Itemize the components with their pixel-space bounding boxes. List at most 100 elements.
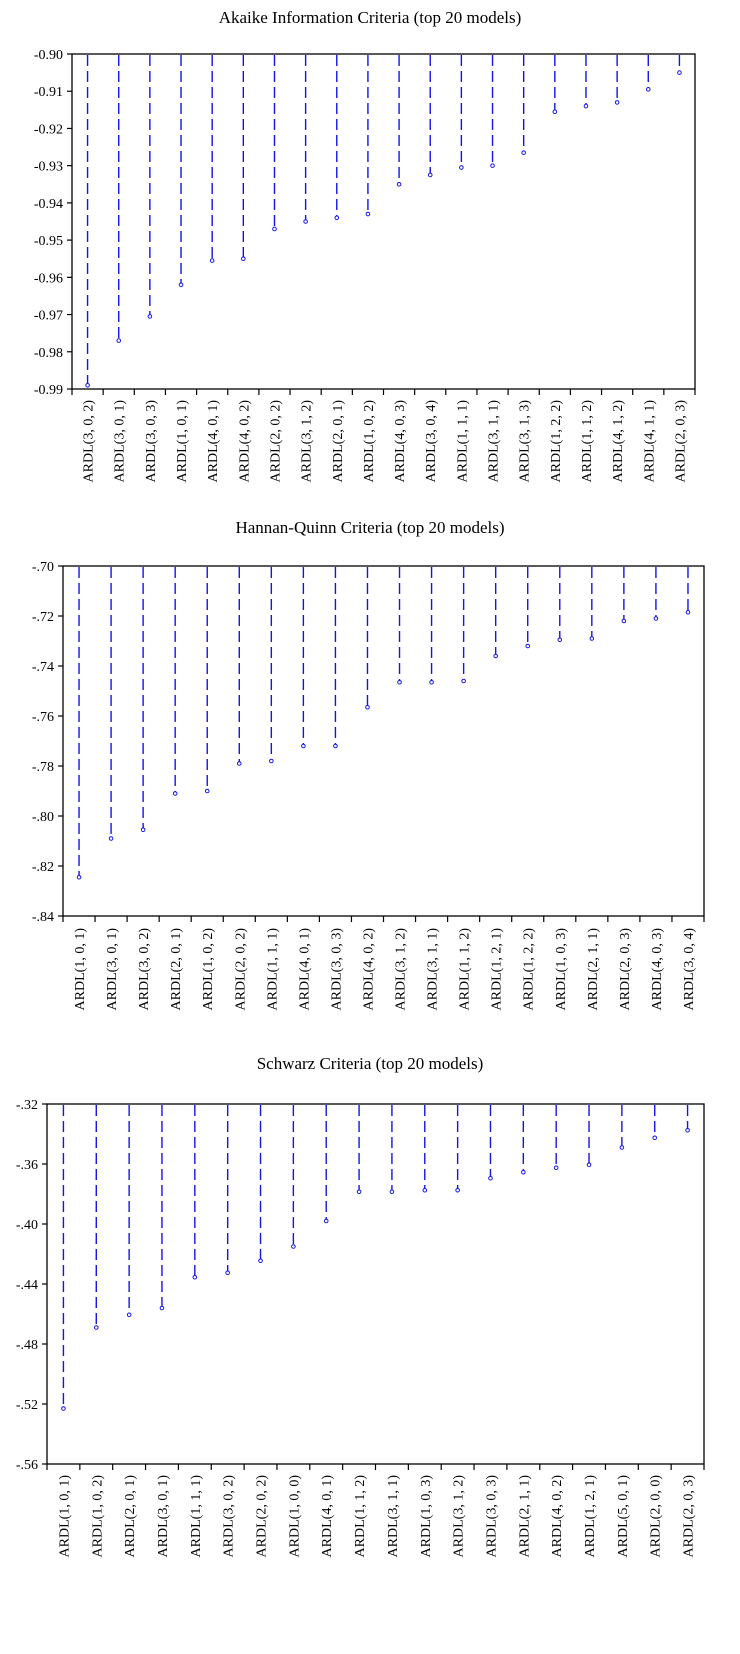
sc-data-point: [225, 1270, 230, 1276]
aic-data-point: [178, 282, 184, 288]
hq-x-tick-label: ARDL(1, 0, 3): [554, 928, 569, 1011]
sc-y-tick-label: -.52: [16, 1398, 38, 1413]
sc-y-tick-label: -.48: [16, 1338, 38, 1353]
aic-y-tick-label: -0.94: [34, 197, 63, 212]
sc-x-tick-label: ARDL(3, 0, 1): [156, 1475, 171, 1558]
hq-y-tick-label: -.74: [32, 660, 54, 675]
aic-data-point: [583, 103, 589, 109]
sc-data-point: [586, 1162, 592, 1168]
aic-x-tick-label: ARDL(3, 0, 3): [144, 400, 159, 483]
aic-x-tick-label: ARDL(2, 0, 3): [673, 400, 688, 483]
aic-y-tick-label: -0.95: [34, 234, 63, 249]
hq-x-tick-label: ARDL(3, 1, 2): [394, 928, 409, 1011]
hq-data-point: [685, 609, 691, 615]
hq-y-tick-label: -.80: [32, 810, 54, 825]
sc-x-tick-label: ARDL(2, 1, 1): [517, 1475, 532, 1558]
aic-x-tick-label: ARDL(4, 1, 1): [642, 400, 657, 483]
sc-data-point: [93, 1325, 99, 1330]
aic-x-tick-label: ARDL(4, 0, 3): [393, 400, 408, 483]
sc-x-tick-label: ARDL(3, 0, 2): [222, 1475, 237, 1558]
hq-x-tick-label: ARDL(4, 0, 3): [650, 928, 665, 1011]
aic-x-tick-label: ARDL(3, 0, 1): [113, 400, 128, 483]
hq-x-tick-label: ARDL(1, 2, 2): [522, 928, 537, 1011]
hq-data-point: [493, 653, 498, 659]
hq-x-tick-label: ARDL(2, 0, 3): [618, 928, 633, 1011]
hq-data-point: [429, 679, 434, 685]
aic-x-tick-label: ARDL(3, 0, 4): [424, 400, 439, 483]
hq-x-tick-label: ARDL(1, 0, 1): [73, 928, 88, 1011]
aic-data-point: [272, 226, 277, 232]
hq-x-tick-label: ARDL(4, 0, 2): [361, 928, 376, 1011]
hq-data-point: [333, 743, 338, 749]
sc-x-tick-label: ARDL(4, 0, 1): [320, 1475, 335, 1558]
hq-data-point: [365, 704, 370, 710]
sc-data-point: [126, 1312, 132, 1318]
sc-data-point: [422, 1187, 428, 1193]
hq-data-point: [140, 827, 146, 833]
sc-data-point: [356, 1189, 362, 1195]
sc-data-point: [521, 1169, 526, 1175]
aic-x-tick-label: ARDL(1, 0, 2): [362, 400, 377, 483]
sc-x-tick-label: ARDL(2, 0, 1): [123, 1475, 138, 1558]
hq-chart-panel: Hannan-Quinn Criteria (top 20 models) -.…: [32, 518, 705, 1011]
sc-x-tick-label: ARDL(2, 0, 3): [682, 1475, 697, 1558]
hq-x-tick-label: ARDL(1, 0, 2): [201, 928, 216, 1011]
sc-data-point: [619, 1145, 625, 1150]
aic-data-point: [241, 256, 246, 262]
sc-x-tick-label: ARDL(1, 1, 2): [353, 1475, 368, 1558]
aic-data-point: [645, 87, 651, 92]
hq-data-point: [589, 636, 595, 641]
hq-y-tick-label: -.84: [32, 910, 54, 925]
hq-x-tick-label: ARDL(1, 1, 2): [458, 928, 473, 1011]
aic-x-tick-label: ARDL(1, 1, 2): [580, 400, 595, 483]
aic-x-tick-label: ARDL(4, 0, 2): [237, 400, 252, 483]
aic-x-tick-label: ARDL(2, 0, 1): [331, 400, 346, 483]
sc-y-tick-label: -.40: [16, 1218, 38, 1233]
aic-y-tick-label: -0.91: [34, 85, 63, 100]
aic-chart-panel: Akaike Information Criteria (top 20 mode…: [0, 0, 740, 520]
aic-data-point: [614, 100, 620, 105]
sc-data-point: [389, 1189, 395, 1195]
sc-y-tick-label: -.32: [16, 1098, 38, 1113]
aic-data-point: [85, 382, 90, 388]
sc-data-point: [61, 1406, 66, 1411]
hq-data-point: [204, 788, 210, 794]
aic-data-point: [116, 338, 122, 343]
sc-data-point: [258, 1258, 263, 1264]
sc-data-point: [685, 1127, 690, 1133]
sc-x-tick-label: ARDL(1, 1, 1): [189, 1475, 204, 1558]
hq-data-point: [269, 758, 274, 764]
aic-data-point: [334, 215, 340, 221]
sc-data-point: [192, 1274, 198, 1280]
hq-data-point: [653, 616, 659, 621]
sc-x-tick-label: ARDL(3, 1, 1): [386, 1475, 401, 1558]
hq-y-tick-label: -.70: [32, 560, 54, 575]
aic-x-tick-label: ARDL(2, 0, 2): [268, 400, 283, 483]
hq-x-tick-label: ARDL(4, 0, 1): [297, 928, 312, 1011]
aic-data-point: [396, 181, 402, 187]
aic-x-tick-label: ARDL(3, 1, 1): [487, 400, 502, 483]
sc-data-point: [652, 1135, 658, 1141]
aic-y-tick-label: -0.92: [34, 122, 63, 137]
hq-data-point: [76, 874, 82, 880]
aic-data-point: [552, 109, 558, 114]
hq-data-point: [108, 836, 114, 841]
aic-data-point: [459, 165, 464, 170]
sc-data-point: [291, 1244, 296, 1249]
sc-x-tick-label: ARDL(2, 0, 2): [255, 1475, 270, 1558]
aic-y-tick-label: -0.90: [34, 48, 63, 63]
aic-y-tick-label: -0.93: [34, 160, 63, 175]
aic-y-tick-label: -0.96: [34, 271, 63, 286]
sc-x-tick-label: ARDL(1, 2, 1): [583, 1475, 598, 1558]
sc-data-point: [488, 1175, 493, 1181]
sc-data-point: [553, 1165, 559, 1171]
aic-y-tick-label: -0.97: [34, 309, 63, 324]
hq-x-tick-label: ARDL(3, 1, 1): [426, 928, 441, 1011]
hq-x-tick-label: ARDL(1, 1, 1): [265, 928, 280, 1011]
hq-x-tick-label: ARDL(2, 1, 1): [586, 928, 601, 1011]
hq-data-point: [397, 679, 402, 685]
sc-x-tick-label: ARDL(1, 0, 0): [287, 1475, 302, 1558]
sc-data-point: [323, 1218, 329, 1224]
aic-data-point: [521, 150, 526, 155]
sc-chart-svg: -.32 -.36 -.40 -.44 -.48 -.52 -.56 ARDL(1, 0, 1…: [16, 1098, 705, 1558]
